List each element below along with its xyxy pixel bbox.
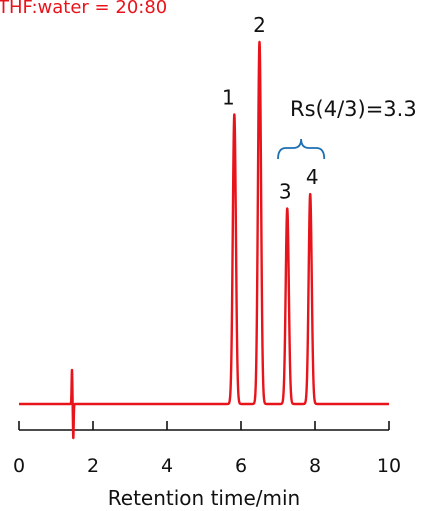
chromatogram-trace	[17, 40, 391, 440]
resolution-bracket	[277, 138, 326, 160]
x-tick-label: 6	[235, 455, 247, 477]
peak-label: 1	[222, 85, 235, 109]
resolution-label: Rs(4/3)=3.3	[290, 97, 417, 121]
resolution-annotation: Rs(4/3)=3.3	[277, 97, 417, 160]
peak-label: 2	[253, 13, 266, 37]
peak-labels: 1 2 34	[222, 13, 319, 204]
x-axis-label: Retention time/min	[108, 486, 300, 510]
chart-title: THF:water = 20:80	[0, 0, 167, 18]
x-tick-label: 8	[309, 455, 321, 477]
x-tick-label: 2	[87, 455, 99, 477]
peak-label: 3	[279, 180, 292, 204]
x-tick-label: 10	[377, 455, 401, 477]
x-tick-label: 0	[13, 455, 25, 477]
x-tick-label: 4	[161, 455, 173, 477]
x-ticks: 0 2 4 6 8 10	[13, 421, 401, 477]
peak-label: 4	[306, 165, 319, 189]
